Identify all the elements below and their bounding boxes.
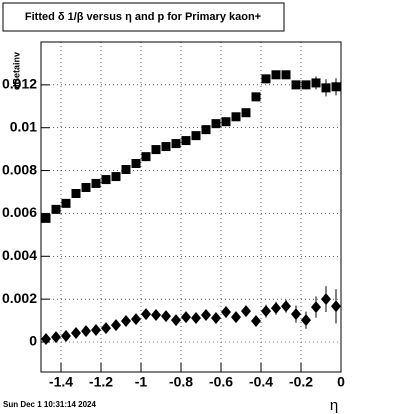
square-marker (81, 183, 91, 192)
diamond-marker (191, 312, 201, 324)
y-tick-label: 0.004 (2, 247, 37, 263)
diamond-marker (151, 309, 161, 321)
x-axis-label: η (330, 397, 338, 414)
y-tick-label: 0 (29, 333, 37, 349)
square-marker (111, 172, 121, 182)
diamond-marker (171, 314, 181, 327)
x-tick-label: -0.4 (249, 374, 273, 390)
diamond-marker (121, 315, 131, 327)
diamond-marker (51, 331, 61, 344)
square-marker (51, 204, 61, 214)
y-axis-label: dBetainv (11, 52, 21, 90)
square-marker (281, 70, 291, 80)
square-marker (301, 80, 311, 90)
diamond-marker (111, 319, 121, 332)
diamond-marker (91, 324, 101, 336)
diamond-marker (101, 322, 111, 335)
square-marker (291, 80, 301, 90)
diamond-marker (71, 327, 81, 339)
square-marker (251, 92, 261, 102)
square-marker (91, 178, 101, 188)
square-marker (241, 108, 251, 118)
square-marker (331, 82, 341, 92)
square-marker (41, 213, 51, 223)
diamond-marker (211, 312, 221, 324)
diamond-marker (311, 301, 321, 314)
diamond-marker (331, 300, 341, 313)
square-marker (181, 136, 191, 146)
diamond-marker (281, 300, 291, 313)
square-marker (151, 145, 161, 155)
y-tick-label: 0.002 (2, 290, 37, 306)
x-tick-label: -1.4 (49, 374, 73, 390)
x-tick-label: 0 (337, 374, 345, 390)
chart-title: Fitted δ 1/β versus η and p for Primary … (25, 11, 261, 23)
diamond-marker (61, 330, 71, 342)
diamond-marker (321, 293, 331, 306)
square-marker (231, 112, 241, 122)
diamond-marker (301, 314, 311, 327)
square-marker (101, 175, 111, 185)
diamond-marker (261, 305, 271, 318)
diamond-marker (221, 306, 231, 318)
y-tick-label: 0.006 (2, 204, 37, 220)
square-marker (221, 117, 231, 127)
diamond-marker (271, 302, 281, 315)
y-tick-label: 0.01 (10, 118, 37, 134)
diamond-marker (161, 310, 171, 323)
x-tick-label: -0.8 (169, 374, 193, 390)
diamond-marker (131, 313, 141, 326)
diamond-marker (81, 325, 91, 338)
diamond-marker (141, 308, 151, 321)
square-marker (71, 189, 81, 198)
x-tick-label: -0.6 (209, 374, 233, 390)
plot-frame (40, 41, 342, 373)
square-marker (161, 142, 171, 152)
square-marker (191, 131, 201, 141)
diamond-marker (241, 305, 251, 318)
diamond-marker (181, 311, 191, 324)
diamond-marker (41, 333, 51, 345)
square-marker (171, 139, 181, 149)
y-tick-label: 0.008 (2, 161, 37, 177)
square-marker (61, 198, 71, 208)
square-marker (311, 78, 321, 88)
diamond-marker (251, 315, 261, 327)
x-tick-label: -1 (135, 374, 148, 390)
footer: Sun Dec 1 10:31:14 2024 (3, 400, 96, 409)
square-marker (131, 159, 141, 168)
square-marker (121, 165, 131, 174)
title-box (2, 2, 285, 32)
square-marker (321, 83, 331, 93)
square-marker (211, 119, 221, 129)
square-marker (271, 70, 281, 80)
diamond-marker (231, 311, 241, 324)
diamond-marker (201, 309, 211, 321)
x-tick-label: -1.2 (89, 374, 113, 390)
diamond-marker (291, 308, 301, 321)
square-marker (261, 74, 271, 84)
square-marker (141, 152, 151, 162)
x-tick-label: -0.2 (289, 374, 313, 390)
y-tick-label: 0.012 (2, 76, 37, 92)
square-marker (201, 125, 211, 135)
